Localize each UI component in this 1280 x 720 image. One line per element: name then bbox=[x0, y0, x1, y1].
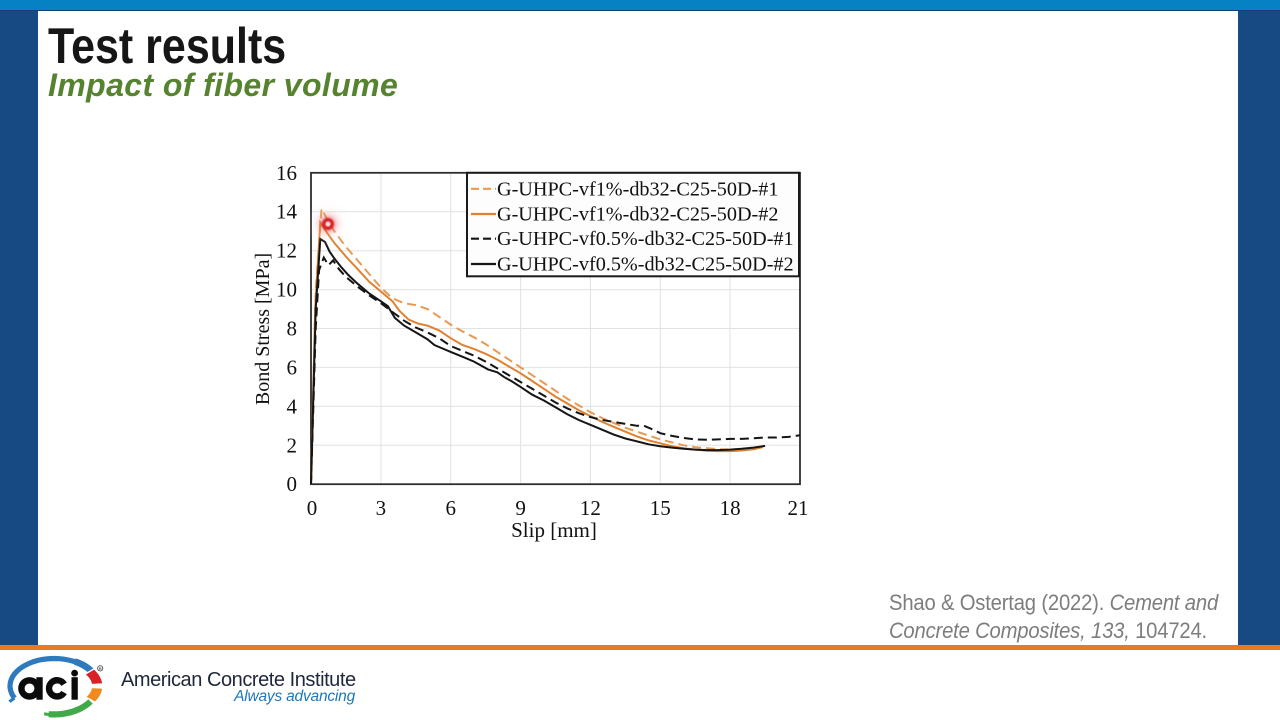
svg-text:2: 2 bbox=[287, 433, 298, 457]
svg-text:0: 0 bbox=[287, 472, 298, 496]
svg-text:R: R bbox=[99, 666, 102, 671]
svg-text:G-UHPC-vf1%-db32-C25-50D-#1: G-UHPC-vf1%-db32-C25-50D-#1 bbox=[497, 178, 778, 200]
svg-text:6: 6 bbox=[287, 355, 298, 379]
svg-text:Bond Stress [MPa]: Bond Stress [MPa] bbox=[252, 253, 274, 405]
svg-text:21: 21 bbox=[788, 496, 809, 520]
svg-text:4: 4 bbox=[287, 394, 298, 418]
svg-text:G-UHPC-vf0.5%-db32-C25-50D-#1: G-UHPC-vf0.5%-db32-C25-50D-#1 bbox=[497, 228, 794, 250]
svg-text:3: 3 bbox=[376, 496, 387, 520]
svg-text:15: 15 bbox=[650, 496, 671, 520]
svg-text:0: 0 bbox=[307, 496, 318, 520]
svg-text:6: 6 bbox=[445, 496, 456, 520]
svg-text:14: 14 bbox=[276, 200, 298, 224]
svg-text:16: 16 bbox=[276, 161, 297, 185]
svg-text:8: 8 bbox=[287, 317, 298, 341]
svg-text:12: 12 bbox=[580, 496, 601, 520]
svg-text:10: 10 bbox=[276, 278, 297, 302]
svg-text:Slip [mm]: Slip [mm] bbox=[511, 518, 597, 542]
svg-text:18: 18 bbox=[720, 496, 741, 520]
svg-text:G-UHPC-vf0.5%-db32-C25-50D-#2: G-UHPC-vf0.5%-db32-C25-50D-#2 bbox=[497, 254, 794, 276]
svg-text:G-UHPC-vf1%-db32-C25-50D-#2: G-UHPC-vf1%-db32-C25-50D-#2 bbox=[497, 204, 778, 226]
svg-text:9: 9 bbox=[515, 496, 526, 520]
svg-text:12: 12 bbox=[276, 239, 297, 263]
